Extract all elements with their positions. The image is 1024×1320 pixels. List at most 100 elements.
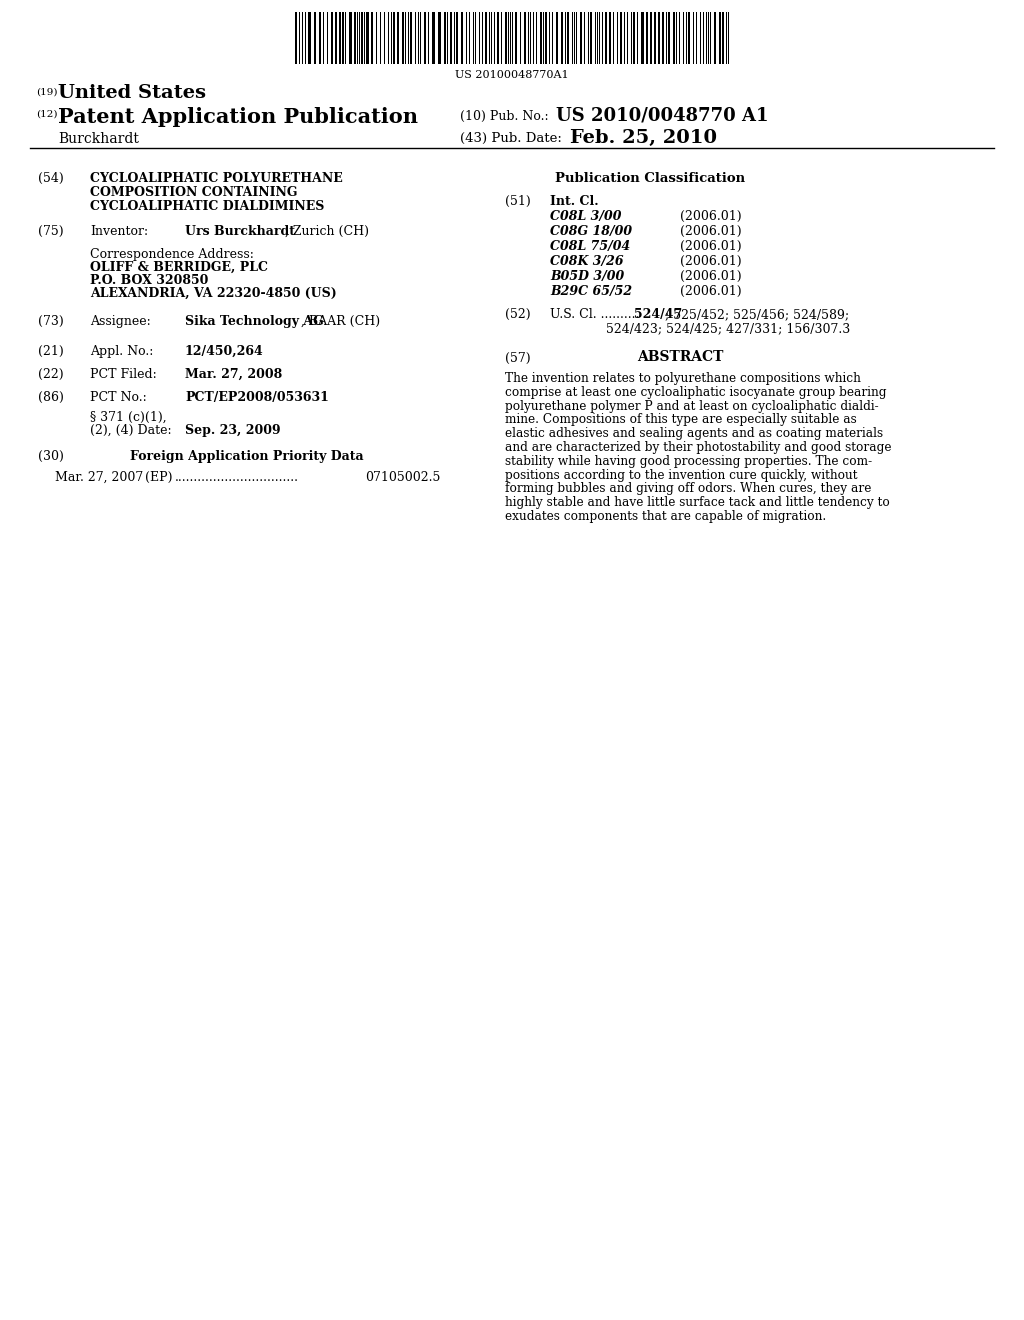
Text: B29C 65/52: B29C 65/52	[550, 285, 632, 298]
Text: ABSTRACT: ABSTRACT	[637, 350, 723, 364]
Text: Appl. No.:: Appl. No.:	[90, 345, 154, 358]
Bar	[308, 12, 311, 63]
Text: comprise at least one cycloaliphatic isocyanate group bearing: comprise at least one cycloaliphatic iso…	[505, 385, 887, 399]
Text: ; 525/452; 525/456; 524/589;: ; 525/452; 525/456; 524/589;	[665, 308, 849, 321]
Bar	[688, 12, 690, 63]
Bar	[444, 12, 446, 63]
Text: C08K 3/26: C08K 3/26	[550, 255, 624, 268]
Bar	[650, 12, 652, 63]
Text: Inventor:: Inventor:	[90, 224, 148, 238]
Bar	[714, 12, 716, 63]
Bar	[497, 12, 499, 63]
Text: positions according to the invention cure quickly, without: positions according to the invention cur…	[505, 469, 857, 482]
Text: (86): (86)	[38, 391, 63, 404]
Text: mine. Compositions of this type are especially suitable as: mine. Compositions of this type are espe…	[505, 413, 857, 426]
Bar	[450, 12, 452, 63]
Text: (2006.01): (2006.01)	[680, 271, 741, 282]
Bar	[485, 12, 487, 63]
Text: polyurethane polymer P and at least on cycloaliphatic dialdi-: polyurethane polymer P and at least on c…	[505, 400, 879, 413]
Text: (73): (73)	[38, 315, 63, 327]
Text: Feb. 25, 2010: Feb. 25, 2010	[570, 129, 717, 147]
Text: (75): (75)	[38, 224, 63, 238]
Bar	[432, 12, 435, 63]
Bar	[673, 12, 675, 63]
Bar	[371, 12, 373, 63]
Text: (2006.01): (2006.01)	[680, 224, 741, 238]
Text: 12/450,264: 12/450,264	[185, 345, 264, 358]
Bar	[410, 12, 412, 63]
Bar	[658, 12, 660, 63]
Bar	[605, 12, 607, 63]
Text: 524/47: 524/47	[634, 308, 682, 321]
Text: Sika Technology AG: Sika Technology AG	[185, 315, 324, 327]
Bar	[540, 12, 542, 63]
Text: (43) Pub. Date:: (43) Pub. Date:	[460, 132, 562, 145]
Text: (19): (19)	[36, 88, 57, 96]
Text: Mar. 27, 2008: Mar. 27, 2008	[185, 368, 283, 381]
Text: (57): (57)	[505, 352, 530, 366]
Text: PCT/EP2008/053631: PCT/EP2008/053631	[185, 391, 329, 404]
Text: , Zurich (CH): , Zurich (CH)	[285, 224, 369, 238]
Bar	[646, 12, 648, 63]
Text: CYCLOALIPHATIC POLYURETHANE: CYCLOALIPHATIC POLYURETHANE	[90, 172, 343, 185]
Bar	[342, 12, 344, 63]
Text: (12): (12)	[36, 110, 57, 119]
Bar	[319, 12, 321, 63]
Text: Foreign Application Priority Data: Foreign Application Priority Data	[130, 450, 364, 463]
Text: exudates components that are capable of migration.: exudates components that are capable of …	[505, 510, 826, 523]
Bar	[524, 12, 526, 63]
Text: CYCLOALIPHATIC DIALDIMINES: CYCLOALIPHATIC DIALDIMINES	[90, 201, 325, 213]
Bar	[609, 12, 611, 63]
Bar	[438, 12, 441, 63]
Text: (2006.01): (2006.01)	[680, 240, 741, 253]
Bar	[505, 12, 507, 63]
Text: US 20100048770A1: US 20100048770A1	[456, 70, 568, 81]
Bar	[402, 12, 404, 63]
Text: (2006.01): (2006.01)	[680, 210, 741, 223]
Text: Int. Cl.: Int. Cl.	[550, 195, 599, 209]
Bar	[662, 12, 664, 63]
Bar	[719, 12, 721, 63]
Text: Patent Application Publication: Patent Application Publication	[58, 107, 418, 127]
Text: C08L 75/04: C08L 75/04	[550, 240, 630, 253]
Text: P.O. BOX 320850: P.O. BOX 320850	[90, 275, 208, 286]
Text: United States: United States	[58, 84, 206, 102]
Text: US 2010/0048770 A1: US 2010/0048770 A1	[556, 107, 768, 125]
Bar	[349, 12, 352, 63]
Text: forming bubbles and giving off odors. When cures, they are: forming bubbles and giving off odors. Wh…	[505, 482, 871, 495]
Bar	[456, 12, 458, 63]
Bar	[335, 12, 337, 63]
Bar	[567, 12, 569, 63]
Text: 524/423; 524/425; 427/331; 156/307.3: 524/423; 524/425; 427/331; 156/307.3	[606, 322, 850, 335]
Text: (21): (21)	[38, 345, 63, 358]
Text: 07105002.5: 07105002.5	[365, 471, 440, 484]
Text: ALEXANDRIA, VA 22320-4850 (US): ALEXANDRIA, VA 22320-4850 (US)	[90, 286, 337, 300]
Bar	[641, 12, 644, 63]
Text: , BAAR (CH): , BAAR (CH)	[301, 315, 380, 327]
Bar	[331, 12, 333, 63]
Bar	[620, 12, 622, 63]
Text: stability while having good processing properties. The com-: stability while having good processing p…	[505, 455, 872, 467]
Text: (54): (54)	[38, 172, 63, 185]
Text: (51): (51)	[505, 195, 530, 209]
Bar	[424, 12, 426, 63]
Text: Urs Burckhardt: Urs Burckhardt	[185, 224, 295, 238]
Text: § 371 (c)(1),: § 371 (c)(1),	[90, 411, 167, 424]
Text: U.S. Cl. ..........: U.S. Cl. ..........	[550, 308, 639, 321]
Bar	[556, 12, 558, 63]
Text: (30): (30)	[38, 450, 63, 463]
Bar	[461, 12, 463, 63]
Bar	[561, 12, 563, 63]
Text: (2006.01): (2006.01)	[680, 285, 741, 298]
Bar	[393, 12, 395, 63]
Text: elastic adhesives and sealing agents and as coating materials: elastic adhesives and sealing agents and…	[505, 428, 883, 440]
Bar	[515, 12, 517, 63]
Bar	[295, 12, 297, 63]
Text: PCT No.:: PCT No.:	[90, 391, 146, 404]
Text: Correspondence Address:: Correspondence Address:	[90, 248, 254, 261]
Bar	[668, 12, 670, 63]
Text: (10) Pub. No.:: (10) Pub. No.:	[460, 110, 553, 123]
Text: (52): (52)	[505, 308, 530, 321]
Bar	[654, 12, 656, 63]
Bar	[354, 12, 356, 63]
